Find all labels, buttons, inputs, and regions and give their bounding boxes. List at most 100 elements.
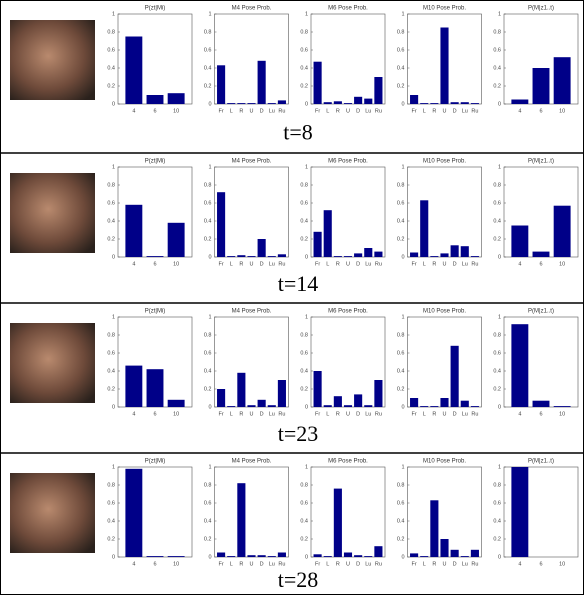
- y-tick-label: 0: [305, 554, 308, 560]
- y-tick-label: 0.4: [493, 218, 501, 224]
- bar: [533, 401, 550, 407]
- bar: [314, 62, 322, 104]
- bar: [125, 205, 142, 257]
- bar: [227, 406, 235, 407]
- x-tick-label: D: [453, 108, 457, 114]
- y-tick-label: 0.8: [107, 29, 115, 35]
- y-tick-label: 1: [208, 164, 211, 170]
- chart-title: M6 Pose Prob.: [328, 6, 368, 12]
- x-tick-label: D: [260, 561, 264, 567]
- bar: [258, 555, 266, 557]
- y-tick-label: 0.8: [397, 182, 405, 188]
- bar: [451, 550, 459, 557]
- x-tick-label: 4: [132, 561, 135, 567]
- chart-title: P(zt|Mi): [145, 309, 166, 315]
- plot-area: [408, 317, 482, 407]
- y-tick-label: 0.6: [493, 350, 501, 356]
- bar: [430, 256, 438, 257]
- x-tick-label: Ru: [375, 411, 382, 417]
- chart-title: P(M|z1..t): [528, 159, 554, 165]
- x-tick-label: 4: [518, 108, 521, 114]
- y-tick-label: 0.8: [107, 332, 115, 338]
- x-tick-label: L: [326, 411, 329, 417]
- x-tick-label: Fr: [218, 108, 223, 114]
- bar: [374, 77, 382, 104]
- x-tick-label: D: [356, 561, 360, 567]
- bar: [247, 405, 255, 407]
- bar: [314, 371, 322, 407]
- y-tick-label: 0: [112, 101, 115, 107]
- x-tick-label: Lu: [462, 411, 468, 417]
- y-tick-label: 0.2: [397, 536, 405, 542]
- face-image: [10, 323, 95, 403]
- bar: [410, 95, 418, 104]
- y-tick-label: 0.8: [493, 332, 501, 338]
- x-tick-label: L: [230, 411, 233, 417]
- bar: [217, 65, 225, 104]
- x-tick-label: Ru: [471, 108, 478, 114]
- y-tick-label: 1: [498, 464, 501, 470]
- x-tick-label: Lu: [365, 108, 371, 114]
- bar: [237, 103, 245, 104]
- bar: [410, 553, 418, 557]
- bar: [420, 200, 428, 257]
- x-tick-label: U: [346, 108, 350, 114]
- y-tick-label: 0.2: [300, 83, 308, 89]
- bar: [278, 100, 286, 104]
- y-tick-label: 0.2: [397, 83, 405, 89]
- x-tick-label: R: [432, 561, 436, 567]
- bar: [420, 556, 428, 557]
- y-tick-label: 0.6: [107, 500, 115, 506]
- x-tick-label: L: [423, 108, 426, 114]
- y-tick-label: 0.2: [493, 236, 501, 242]
- bar: [227, 256, 235, 257]
- page: {"captions": ["t=8", "t=14", "t=23", "t=…: [0, 0, 584, 595]
- y-tick-label: 0.6: [204, 47, 212, 53]
- bar: [147, 256, 164, 257]
- bar: [511, 467, 528, 557]
- x-tick-label: 6: [153, 411, 156, 417]
- y-tick-label: 0.6: [204, 500, 212, 506]
- bar: [354, 97, 362, 104]
- bar: [451, 245, 459, 257]
- y-tick-label: 0.8: [107, 482, 115, 488]
- x-tick-label: R: [336, 108, 340, 114]
- x-tick-label: L: [326, 108, 329, 114]
- y-tick-label: 0: [498, 404, 501, 410]
- bar: [364, 405, 372, 407]
- bar: [334, 101, 342, 104]
- bar: [278, 380, 286, 407]
- y-tick-label: 0.8: [300, 29, 308, 35]
- y-tick-label: 0: [208, 101, 211, 107]
- bar: [344, 553, 352, 558]
- chart-title: M4 Pose Prob.: [232, 309, 272, 315]
- bar: [533, 252, 550, 257]
- x-tick-label: Ru: [375, 261, 382, 267]
- y-tick-label: 0: [208, 254, 211, 260]
- bar: [334, 256, 342, 257]
- bar: [461, 246, 469, 257]
- y-tick-label: 0.8: [204, 482, 212, 488]
- bar: [440, 398, 448, 407]
- bar: [168, 93, 185, 104]
- bar: [314, 554, 322, 557]
- y-tick-label: 0.4: [204, 218, 212, 224]
- plot-area: [311, 167, 385, 257]
- bar: [314, 232, 322, 257]
- x-tick-label: 6: [153, 561, 156, 567]
- y-tick-label: 1: [208, 11, 211, 17]
- y-tick-label: 0: [401, 101, 404, 107]
- bar: [344, 103, 352, 104]
- chart-title: M4 Pose Prob.: [232, 459, 272, 465]
- y-tick-label: 0.6: [397, 500, 405, 506]
- y-tick-label: 0.4: [397, 368, 405, 374]
- x-tick-label: Ru: [278, 261, 285, 267]
- bar: [511, 100, 528, 105]
- y-tick-label: 0.8: [300, 182, 308, 188]
- y-tick-label: 0.6: [300, 350, 308, 356]
- bar: [268, 405, 276, 407]
- x-tick-label: R: [336, 411, 340, 417]
- bar: [324, 556, 332, 557]
- y-tick-label: 0.8: [300, 482, 308, 488]
- bar: [451, 346, 459, 407]
